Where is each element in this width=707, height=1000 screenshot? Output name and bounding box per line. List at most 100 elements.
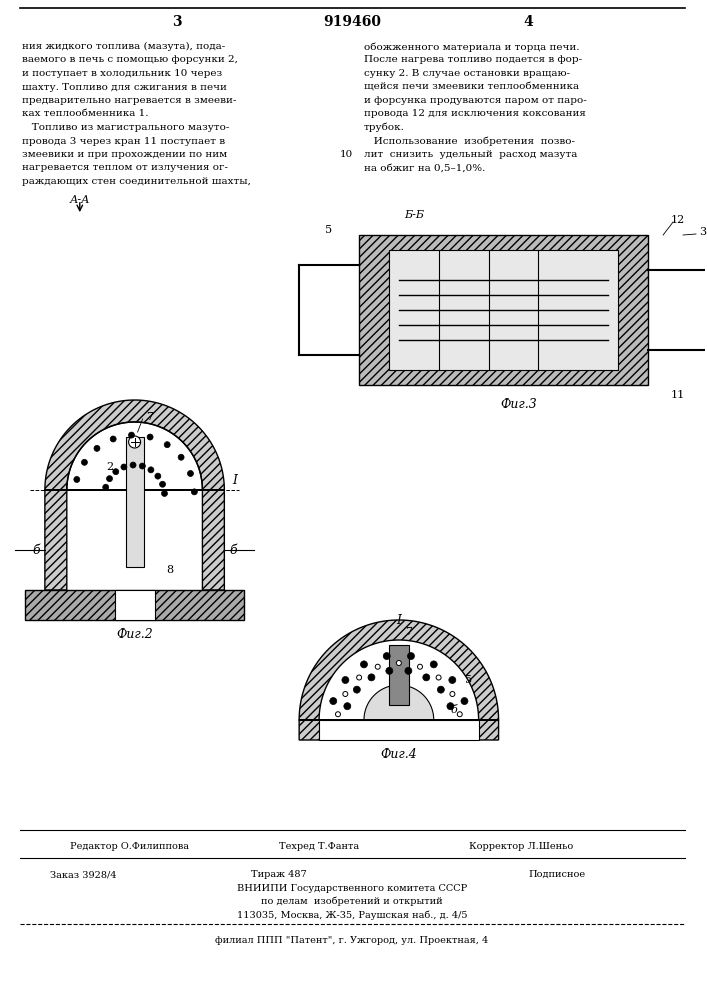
Polygon shape bbox=[389, 645, 409, 705]
Circle shape bbox=[431, 661, 437, 668]
Circle shape bbox=[436, 675, 441, 680]
Text: ния жидкого топлива (мазута), пода-: ния жидкого топлива (мазута), пода- bbox=[22, 42, 226, 51]
Polygon shape bbox=[25, 590, 245, 620]
Text: 5: 5 bbox=[465, 675, 472, 685]
Text: Б-Б: Б-Б bbox=[404, 210, 423, 220]
Text: 3: 3 bbox=[172, 15, 181, 29]
Circle shape bbox=[113, 469, 119, 475]
Text: 7: 7 bbox=[405, 627, 412, 637]
Circle shape bbox=[74, 476, 80, 482]
Circle shape bbox=[121, 464, 127, 470]
Text: обожженного материала и торца печи.: обожженного материала и торца печи. bbox=[364, 42, 580, 51]
Circle shape bbox=[139, 463, 146, 469]
Text: Редактор О.Филиппова: Редактор О.Филиппова bbox=[70, 842, 189, 851]
Circle shape bbox=[354, 686, 361, 693]
Circle shape bbox=[178, 454, 184, 460]
Text: ках теплообменника 1.: ках теплообменника 1. bbox=[22, 109, 148, 118]
Text: А-А: А-А bbox=[69, 195, 90, 205]
Polygon shape bbox=[115, 590, 155, 620]
Text: лит  снизить  удельный  расход мазута: лит снизить удельный расход мазута bbox=[364, 150, 578, 159]
Text: б: б bbox=[33, 544, 40, 556]
Text: 10: 10 bbox=[340, 150, 353, 159]
Circle shape bbox=[368, 674, 375, 681]
Circle shape bbox=[438, 686, 445, 693]
Text: на обжиг на 0,5–1,0%.: на обжиг на 0,5–1,0%. bbox=[364, 163, 485, 172]
Polygon shape bbox=[45, 400, 224, 590]
Polygon shape bbox=[389, 250, 618, 370]
Text: I: I bbox=[232, 474, 237, 487]
Text: раждающих стен соединительной шахты,: раждающих стен соединительной шахты, bbox=[22, 177, 251, 186]
Circle shape bbox=[147, 434, 153, 440]
Circle shape bbox=[423, 674, 430, 681]
Circle shape bbox=[94, 445, 100, 451]
Circle shape bbox=[164, 442, 170, 448]
Text: филиал ППП "Патент", г. Ужгород, ул. Проектная, 4: филиал ППП "Патент", г. Ужгород, ул. Про… bbox=[216, 936, 489, 945]
Text: Подписное: Подписное bbox=[529, 870, 585, 879]
Text: шахту. Топливо для сжигания в печи: шахту. Топливо для сжигания в печи bbox=[22, 83, 227, 92]
Text: трубок.: трубок. bbox=[364, 123, 405, 132]
Text: Использование  изобретения  позво-: Использование изобретения позво- bbox=[364, 136, 575, 146]
Circle shape bbox=[342, 677, 349, 684]
Circle shape bbox=[336, 712, 341, 717]
Circle shape bbox=[447, 703, 454, 710]
Text: по делам  изобретений и открытий: по делам изобретений и открытий bbox=[261, 897, 443, 906]
Text: 919460: 919460 bbox=[323, 15, 381, 29]
Circle shape bbox=[343, 692, 348, 696]
Text: нагревается теплом от излучения ог-: нагревается теплом от излучения ог- bbox=[22, 163, 228, 172]
Polygon shape bbox=[126, 437, 144, 567]
Text: Фиг.2: Фиг.2 bbox=[116, 629, 153, 642]
Text: провода 12 для исключения коксования: провода 12 для исключения коксования bbox=[364, 109, 586, 118]
Text: б: б bbox=[229, 544, 237, 556]
Circle shape bbox=[329, 698, 337, 705]
Circle shape bbox=[461, 698, 468, 705]
Text: змеевики и при прохождении по ним: змеевики и при прохождении по ним bbox=[22, 150, 227, 159]
Text: 3: 3 bbox=[699, 227, 706, 237]
Circle shape bbox=[129, 436, 141, 448]
Text: предварительно нагревается в змееви-: предварительно нагревается в змееви- bbox=[22, 96, 236, 105]
Circle shape bbox=[148, 467, 154, 473]
Circle shape bbox=[405, 667, 412, 674]
Text: б: б bbox=[450, 705, 457, 715]
Text: ваемого в печь с помощью форсунки 2,: ваемого в печь с помощью форсунки 2, bbox=[22, 55, 238, 64]
Polygon shape bbox=[359, 235, 648, 385]
Text: I: I bbox=[397, 613, 402, 626]
Polygon shape bbox=[299, 620, 498, 740]
Text: сунку 2. В случае остановки вращаю-: сунку 2. В случае остановки вращаю- bbox=[364, 69, 570, 78]
Circle shape bbox=[192, 489, 197, 495]
Polygon shape bbox=[364, 685, 434, 720]
Text: 8: 8 bbox=[166, 565, 173, 575]
Circle shape bbox=[344, 703, 351, 710]
Circle shape bbox=[161, 490, 168, 496]
Text: провода 3 через кран 11 поступает в: провода 3 через кран 11 поступает в bbox=[22, 136, 225, 145]
Circle shape bbox=[129, 432, 134, 438]
Circle shape bbox=[130, 462, 136, 468]
Text: 12: 12 bbox=[671, 215, 685, 225]
Circle shape bbox=[449, 677, 456, 684]
Circle shape bbox=[103, 484, 109, 490]
Text: и поступает в холодильник 10 через: и поступает в холодильник 10 через bbox=[22, 69, 222, 78]
Text: Фиг.3: Фиг.3 bbox=[500, 398, 537, 412]
Text: Заказ 3928/4: Заказ 3928/4 bbox=[50, 870, 117, 879]
Circle shape bbox=[110, 436, 116, 442]
Text: Фиг.4: Фиг.4 bbox=[380, 748, 417, 762]
Circle shape bbox=[457, 712, 462, 717]
Circle shape bbox=[375, 664, 380, 669]
Text: Топливо из магистрального мазуто-: Топливо из магистрального мазуто- bbox=[22, 123, 229, 132]
Polygon shape bbox=[319, 720, 479, 740]
Circle shape bbox=[383, 653, 390, 660]
Text: щейся печи змеевики теплообменника: щейся печи змеевики теплообменника bbox=[364, 83, 579, 92]
Circle shape bbox=[81, 459, 88, 465]
Text: 2: 2 bbox=[106, 462, 113, 472]
Text: После нагрева топливо подается в фор-: После нагрева топливо подается в фор- bbox=[364, 55, 582, 64]
Text: 5: 5 bbox=[325, 225, 332, 235]
Circle shape bbox=[107, 476, 112, 482]
Circle shape bbox=[407, 653, 414, 660]
Text: ВНИИПИ Государственного комитета СССР: ВНИИПИ Государственного комитета СССР bbox=[237, 884, 467, 893]
Text: 11: 11 bbox=[671, 390, 685, 400]
Circle shape bbox=[397, 660, 402, 666]
Text: Корректор Л.Шеньо: Корректор Л.Шеньо bbox=[469, 842, 573, 851]
Text: 4: 4 bbox=[524, 15, 533, 29]
Circle shape bbox=[187, 470, 194, 476]
Text: 7: 7 bbox=[146, 412, 153, 422]
Text: 113035, Москва, Ж-35, Раушская наб., д. 4/5: 113035, Москва, Ж-35, Раушская наб., д. … bbox=[237, 910, 467, 920]
